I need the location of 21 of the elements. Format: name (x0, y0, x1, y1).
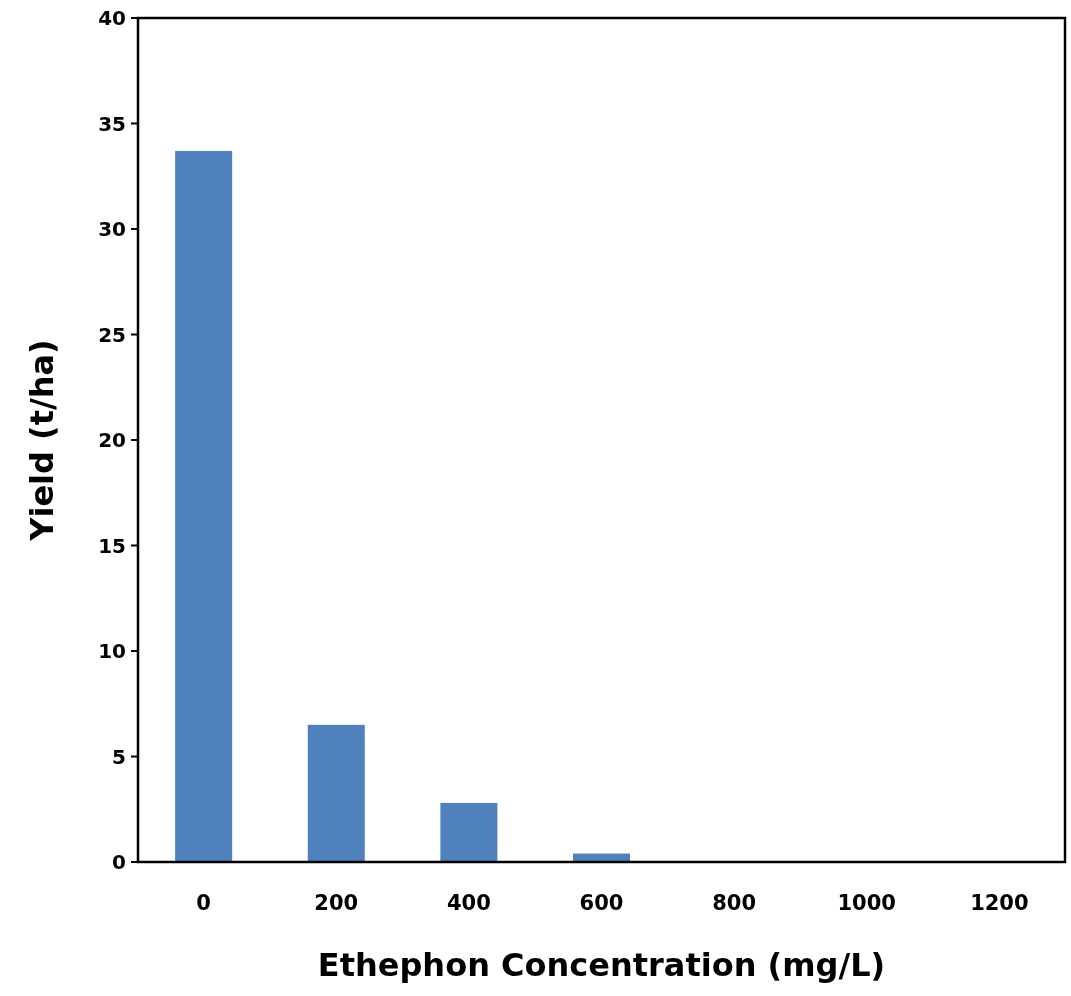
y-tick-label: 40 (98, 6, 126, 30)
y-tick-label: 35 (98, 111, 126, 136)
y-tick-label: 30 (98, 217, 126, 241)
bar (175, 150, 233, 862)
x-tick-label: 200 (314, 891, 359, 915)
bar (307, 724, 365, 862)
x-tick-label: 600 (579, 891, 624, 915)
y-tick-label: 0 (112, 850, 126, 874)
x-tick-label: 0 (196, 891, 211, 915)
x-tick-label: 400 (446, 891, 491, 915)
bar (440, 802, 498, 862)
x-axis-title: Ethephon Concentration (mg/L) (317, 946, 886, 984)
x-tick-label: 1000 (837, 891, 896, 915)
y-tick-label: 15 (98, 533, 126, 558)
y-tick-label: 25 (98, 322, 126, 347)
y-axis-title: Yield (t/ha) (23, 339, 61, 542)
y-tick-label: 20 (98, 428, 126, 452)
y-tick-label: 10 (98, 639, 126, 663)
x-tick-label: 1200 (970, 891, 1029, 915)
y-tick-label: 5 (112, 744, 126, 769)
x-tick-label: 800 (712, 891, 757, 915)
